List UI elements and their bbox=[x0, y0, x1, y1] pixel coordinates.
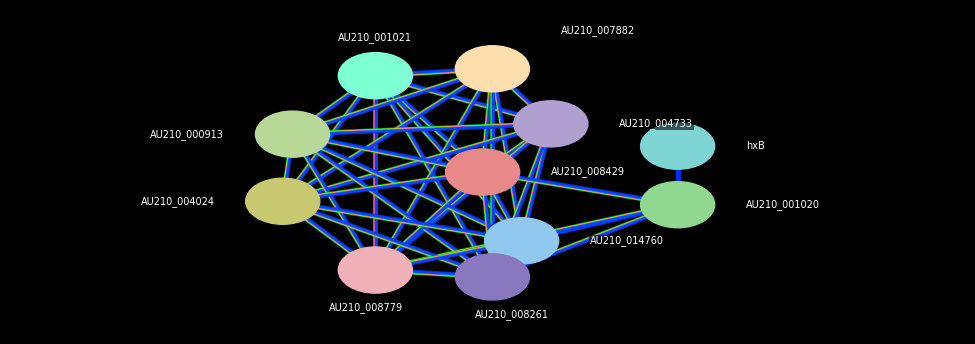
Ellipse shape bbox=[641, 182, 715, 228]
Ellipse shape bbox=[338, 53, 412, 99]
Text: AU210_004024: AU210_004024 bbox=[140, 196, 214, 207]
Ellipse shape bbox=[446, 149, 520, 195]
Text: AU210_014760: AU210_014760 bbox=[590, 235, 664, 246]
Ellipse shape bbox=[246, 178, 320, 224]
Text: hxB: hxB bbox=[746, 141, 764, 151]
Ellipse shape bbox=[338, 247, 412, 293]
Text: AU210_008779: AU210_008779 bbox=[329, 303, 403, 313]
Text: AU210_001020: AU210_001020 bbox=[746, 199, 820, 210]
Text: AU210_007882: AU210_007882 bbox=[561, 25, 635, 36]
Ellipse shape bbox=[455, 46, 529, 92]
Ellipse shape bbox=[485, 218, 559, 264]
Ellipse shape bbox=[455, 254, 529, 300]
Text: AU210_004733: AU210_004733 bbox=[619, 118, 693, 129]
Text: AU210_000913: AU210_000913 bbox=[150, 129, 224, 140]
Ellipse shape bbox=[641, 123, 715, 169]
Ellipse shape bbox=[255, 111, 330, 157]
Ellipse shape bbox=[514, 101, 588, 147]
Text: AU210_008429: AU210_008429 bbox=[551, 166, 625, 178]
Text: AU210_008261: AU210_008261 bbox=[475, 310, 549, 320]
Text: AU210_001021: AU210_001021 bbox=[338, 32, 412, 43]
